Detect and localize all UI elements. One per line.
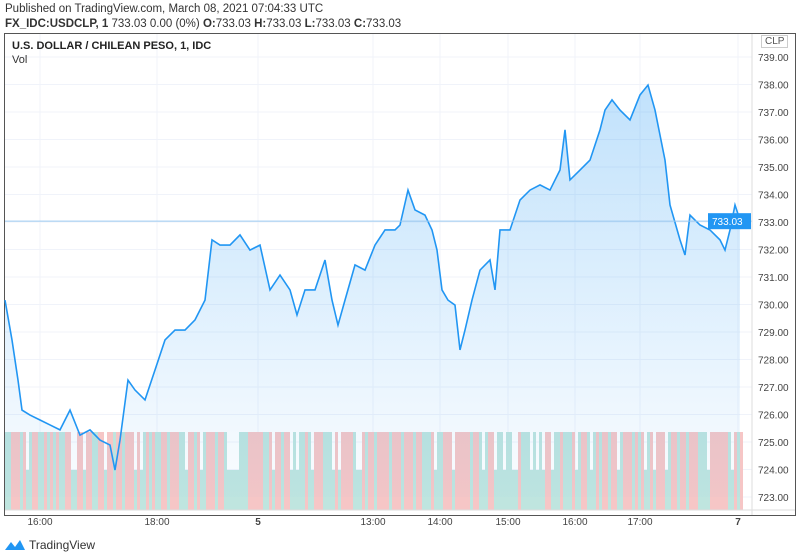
y-tick-label: 732.00 [758,246,789,257]
y-tick-label: 724.00 [758,466,789,477]
x-tick-label: 14:00 [427,517,452,528]
open-label: O: [202,18,216,30]
y-tick-label: 726.00 [758,411,789,422]
open-value: 733.03 [215,18,251,30]
price-line [4,83,741,471]
y-tick-label: 730.00 [758,301,789,312]
y-tick-label: 728.00 [758,356,789,367]
x-tick-label: 16:00 [27,517,52,528]
tradingview-logo[interactable]: TradingView [4,538,95,552]
x-tick-label: 5 [255,517,261,528]
x-tick-label: 16:00 [562,517,587,528]
x-tick-label: 17:00 [627,517,652,528]
y-tick-label: 723.00 [758,493,789,504]
symbol-quote-line: FX_IDC:USDCLP, 1 733.03 0.00 (0%) O:733.… [5,18,401,30]
y-tick-label: 725.00 [758,438,789,449]
chart-frame [4,33,796,516]
y-tick-label: 731.00 [758,273,789,284]
brand-name: TradingView [29,538,96,552]
y-tick-label: 733.00 [758,218,789,229]
y-tick-label: 727.00 [758,383,789,394]
y-tick-label: 734.00 [758,191,789,202]
y-tick-label: 736.00 [758,136,789,147]
x-tick-label: 13:00 [360,517,385,528]
quote: 733.03 0.00 (0%) [108,18,203,30]
high-value: 733.03 [266,18,302,30]
y-tick-label: 735.00 [758,163,789,174]
last-price-badge [708,213,751,230]
y-tick-label: 737.00 [758,108,789,119]
low-label: L: [304,18,316,30]
x-tick-label: 7 [735,517,741,528]
x-tick-label: 15:00 [495,517,520,528]
y-tick-label: 739.00 [758,53,789,64]
tradingview-logo-icon [5,540,25,550]
currency-badge[interactable]: CLP [761,35,789,48]
x-tick-label: 18:00 [144,517,169,528]
volume-label: Vol [12,54,28,66]
symbol: FX_IDC:USDCLP, 1 [5,18,109,30]
chart-title: U.S. DOLLAR / CHILEAN PESO, 1, IDC [12,40,212,52]
high-label: H: [254,18,267,30]
low-value: 733.03 [315,18,351,30]
price-area [5,85,740,498]
last-price-label: 733.03 [712,217,743,228]
published-note: Published on TradingView.com, March 08, … [5,3,324,15]
close-value: 733.03 [366,18,402,30]
close-label: C: [353,18,367,30]
y-tick-label: 738.00 [758,81,789,92]
y-tick-label: 729.00 [758,328,789,339]
volume-bar [740,432,743,510]
